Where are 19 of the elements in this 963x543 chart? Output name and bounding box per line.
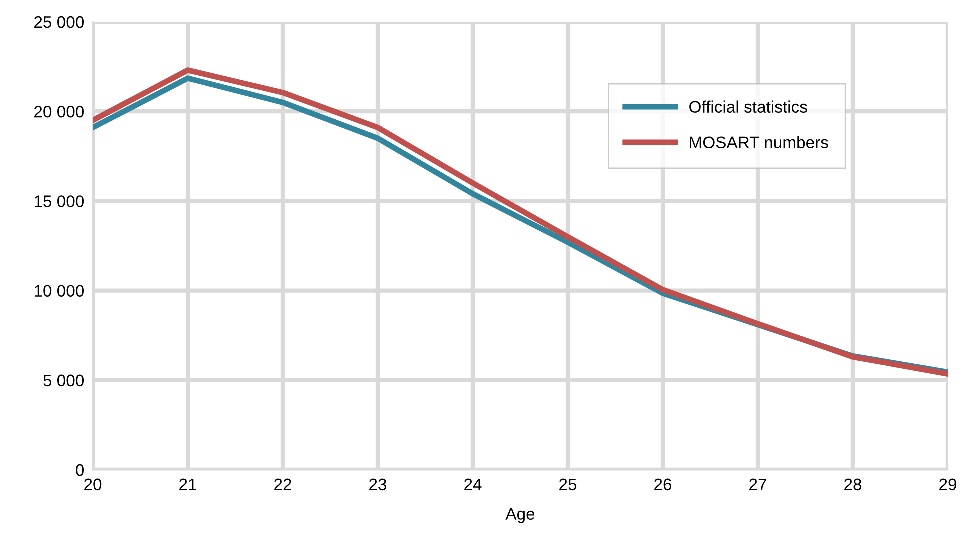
- y-tick-label: 25 000: [34, 16, 84, 28]
- x-tick-label: 21: [180, 478, 196, 490]
- x-tick-label: 22: [274, 478, 292, 490]
- x-axis-title: Age: [506, 508, 535, 524]
- x-tick-label: 20: [84, 478, 102, 491]
- legend-label: MOSART numbers: [690, 136, 828, 149]
- x-tick-label: 24: [464, 478, 482, 490]
- y-tick-label: 10 000: [34, 285, 84, 298]
- x-tick-label: 27: [750, 478, 766, 490]
- y-tick-label: 5 000: [44, 374, 84, 387]
- x-tick-label: 23: [370, 478, 387, 491]
- x-tick-label: 26: [654, 478, 672, 491]
- y-tick-label: 0: [76, 464, 84, 476]
- x-tick-label: 29: [940, 478, 956, 491]
- legend-label: Official statistics: [690, 100, 808, 113]
- y-tick-label: 15 000: [34, 196, 84, 208]
- y-tick-label: 20 000: [34, 106, 84, 118]
- x-tick-label: 25: [560, 478, 577, 491]
- x-tick-label: 28: [844, 478, 862, 491]
